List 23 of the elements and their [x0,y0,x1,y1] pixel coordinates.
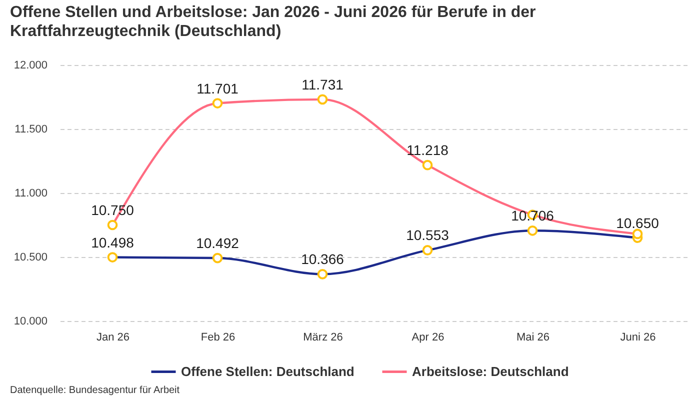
x-tick-label: Apr 26 [412,332,444,344]
legend-label: Arbeitslose: Deutschland [412,364,569,379]
data-label: 10.650 [616,214,660,231]
y-tick-label: 10.500 [14,252,48,264]
x-tick-label: Feb 26 [200,332,236,344]
legend-label: Offene Stellen: Deutschland [181,364,354,379]
y-tick-label: 12.000 [14,60,48,72]
data-label: 10.498 [91,234,134,250]
data-label: 11.701 [196,80,239,96]
data-label: 11.731 [302,76,344,92]
data-label: 10.366 [301,251,344,268]
data-label: 10.492 [196,235,240,252]
x-tick-label: März 26 [303,332,343,344]
chart-title: Offene Stellen und Arbeitslose: Jan 2026 - Juni 2026 für Berufe in der Kraftfahrzeugtechnik (Deutschland) [10,3,537,41]
y-tick-label: 11.000 [14,188,48,200]
data-label: 10.553 [406,227,450,244]
data-label: 11.218 [406,142,449,158]
y-tick-label: 11.500 [14,124,48,136]
text: Datenquelle: Bundesagentur für Arbeit [10,385,180,396]
x-tick-label: Juni 26 [620,332,656,344]
x-tick-label: Mai 26 [516,332,550,344]
x-tick-label: Jan 26 [96,332,130,344]
y-tick-label: 10.000 [14,316,48,328]
